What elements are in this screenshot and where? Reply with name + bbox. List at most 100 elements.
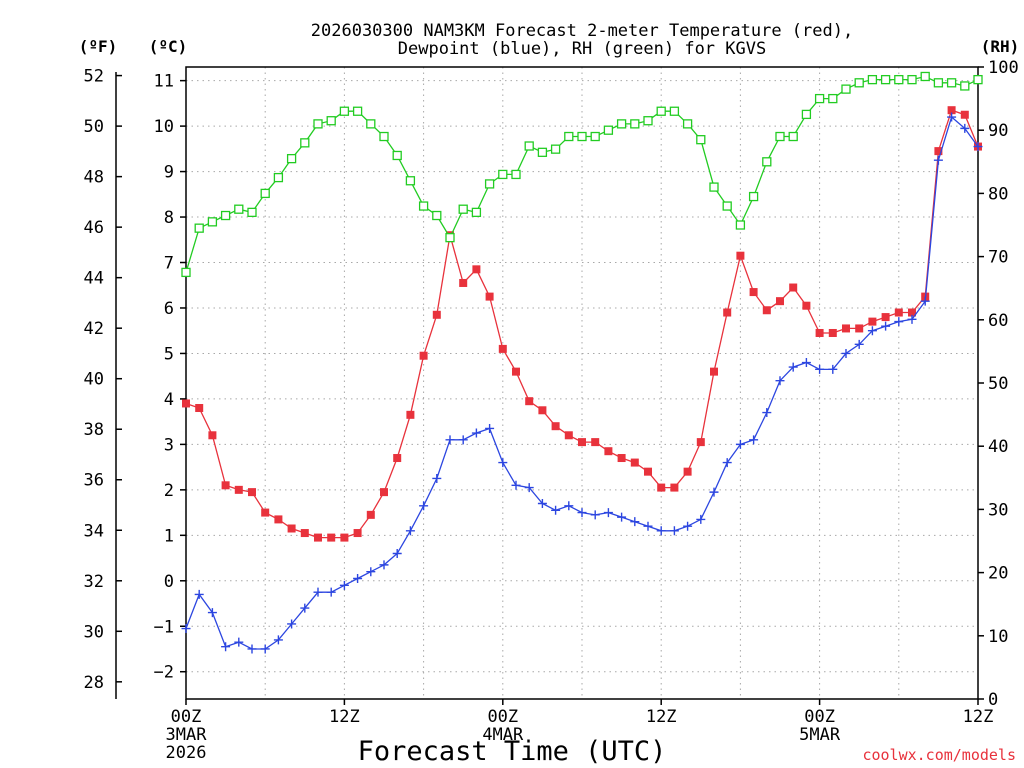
- celsius-tick-label: 0: [164, 572, 174, 592]
- dewpoint-point: [471, 428, 481, 438]
- rh-point: [498, 169, 508, 180]
- fahrenheit-unit-label: (ºF): [79, 37, 118, 56]
- dewpoint-point: [247, 644, 257, 654]
- dewpoint-point: [287, 619, 297, 629]
- rh-point: [458, 204, 468, 214]
- x-tick-label: 12Z: [329, 707, 360, 727]
- dewpoint-point: [498, 458, 508, 468]
- temperature-point: [578, 438, 586, 447]
- rh-point: [418, 201, 429, 211]
- temperature-point: [538, 406, 547, 415]
- rh-point: [682, 119, 693, 129]
- dewpoint-point: [326, 587, 336, 597]
- rh-point: [286, 153, 297, 164]
- celsius-unit-label: (ºC): [149, 37, 188, 56]
- rh-point: [630, 119, 640, 129]
- temperature-point: [644, 467, 652, 476]
- temperature-point: [908, 308, 916, 317]
- rh-point: [247, 207, 257, 218]
- axes-layer: −2−1012345678910112830323436384042444648…: [84, 58, 1019, 763]
- dewpoint-point: [445, 435, 455, 445]
- rh-point: [300, 138, 310, 148]
- dewpoint-point: [207, 608, 217, 618]
- rh-point: [352, 106, 363, 116]
- temperature-point: [221, 481, 230, 490]
- rh-point: [920, 71, 930, 82]
- x-tick-label: 00Z: [804, 707, 835, 727]
- rh-point: [775, 131, 785, 142]
- temperature-point: [749, 288, 758, 297]
- credit-text: coolwx.com/models: [862, 746, 1016, 764]
- rh-point: [207, 217, 218, 227]
- fahrenheit-tick-label: 42: [84, 319, 104, 339]
- dewpoint-point: [696, 514, 706, 524]
- rh-tick-label: 80: [988, 184, 1008, 204]
- rh-point: [379, 131, 389, 142]
- dewpoint-point: [577, 508, 587, 518]
- fahrenheit-tick-label: 52: [84, 67, 104, 87]
- rh-point: [537, 147, 548, 157]
- temperature-series: [182, 106, 982, 542]
- dewpoint-point: [881, 321, 891, 331]
- celsius-tick-label: −1: [154, 617, 174, 637]
- dewpoint-point: [947, 112, 957, 122]
- dewpoint-point: [432, 473, 442, 483]
- temperature-point: [234, 485, 243, 494]
- rh-point: [854, 78, 864, 88]
- rh-point: [339, 106, 350, 116]
- dewpoint-point: [920, 296, 930, 306]
- celsius-tick-label: 11: [154, 72, 174, 92]
- dewpoint-point: [260, 644, 270, 654]
- rh-point: [841, 84, 851, 94]
- dewpoint-point: [788, 362, 798, 372]
- dewpoint-point: [234, 637, 244, 647]
- dewpoint-point: [313, 587, 323, 597]
- dewpoint-point: [841, 348, 851, 358]
- fahrenheit-tick-label: 48: [84, 168, 104, 188]
- dewpoint-point: [709, 487, 719, 497]
- x-tick-year-label: 2026: [166, 743, 207, 763]
- chart-title-line-2: Dewpoint (blue), RH (green) for KGVS: [398, 39, 766, 59]
- dewpoint-point: [775, 376, 785, 386]
- dewpoint-point: [867, 326, 877, 336]
- rh-point: [577, 131, 587, 142]
- dewpoint-point: [854, 339, 864, 349]
- dewpoint-point: [181, 624, 191, 634]
- temperature-point: [512, 367, 520, 376]
- temperature-point: [723, 308, 732, 317]
- dewpoint-point: [419, 501, 429, 511]
- rh-tick-label: 0: [988, 690, 998, 710]
- rh-point: [748, 191, 759, 202]
- temperature-point: [604, 447, 613, 456]
- rh-point: [788, 131, 798, 142]
- grid-lines: [186, 67, 978, 699]
- temperature-point: [551, 422, 560, 431]
- dewpoint-point: [669, 526, 679, 536]
- rh-point: [590, 131, 600, 142]
- dewpoint-point: [683, 521, 693, 531]
- temperature-point: [802, 301, 811, 310]
- dewpoint-point: [815, 364, 825, 374]
- temperature-point: [393, 454, 402, 463]
- dewpoint-point: [405, 526, 415, 536]
- rh-tick-label: 100: [988, 58, 1019, 78]
- celsius-tick-label: 7: [164, 254, 174, 274]
- temperature-point: [776, 297, 784, 306]
- rh-point: [260, 188, 270, 199]
- rh-point: [511, 169, 521, 180]
- dewpoint-point: [353, 574, 363, 584]
- temperature-point: [432, 310, 441, 319]
- temperature-point: [380, 488, 388, 497]
- rh-point: [880, 74, 891, 85]
- rh-point: [669, 106, 680, 116]
- temperature-point: [406, 410, 415, 419]
- rh-point: [326, 116, 336, 126]
- dewpoint-point: [643, 521, 653, 531]
- temperature-point: [485, 292, 494, 301]
- dewpoint-point: [603, 508, 613, 518]
- series-layer: [181, 71, 983, 654]
- rh-tick-label: 20: [988, 564, 1008, 584]
- dewpoint-point: [524, 483, 534, 493]
- temperature-point: [525, 397, 534, 406]
- rh-point: [313, 119, 323, 129]
